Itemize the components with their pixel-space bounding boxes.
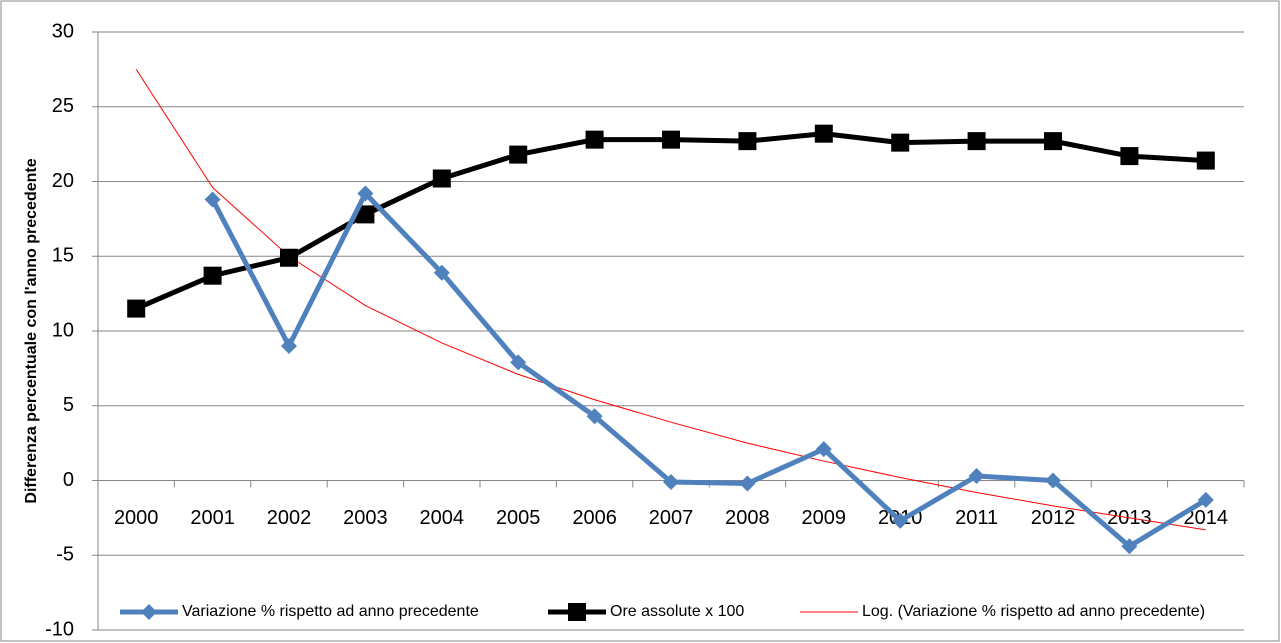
x-tick-label: 2002 xyxy=(267,507,312,529)
point xyxy=(1197,491,1214,508)
point xyxy=(357,185,374,202)
y-tick-label: 25 xyxy=(52,95,74,117)
point xyxy=(280,248,298,267)
point xyxy=(281,337,297,354)
point xyxy=(967,132,986,151)
x-tick-label: 2005 xyxy=(496,507,541,529)
point xyxy=(585,130,604,149)
x-tick-label: 2006 xyxy=(572,507,617,529)
x-tick-label: 2000 xyxy=(114,507,159,529)
series-line xyxy=(210,190,1208,549)
legend-label: Log. (Variazione % rispetto ad anno prec… xyxy=(862,603,1205,620)
point xyxy=(510,354,527,371)
x-tick-label: 2001 xyxy=(190,507,235,529)
y-tick-label: 15 xyxy=(52,245,74,267)
x-tick-label: 2012 xyxy=(1031,507,1076,529)
y-tick-label: 30 xyxy=(52,20,74,42)
point xyxy=(432,169,451,188)
series-line xyxy=(135,69,1206,531)
y-axis-title: Differenza percentuale con l'anno preced… xyxy=(23,158,40,503)
point xyxy=(356,205,375,224)
point xyxy=(127,299,146,318)
x-tick-label: 2014 xyxy=(1184,507,1229,529)
y-tick-label: -10 xyxy=(45,618,74,640)
x-tick-label: 2008 xyxy=(725,507,770,529)
point xyxy=(815,441,832,458)
x-tick-label: 2011 xyxy=(955,507,998,529)
x-tick-label: 2009 xyxy=(802,507,847,529)
legend-label: Ore assolute x 100 xyxy=(610,603,744,620)
point xyxy=(663,473,679,490)
y-tick-label: 20 xyxy=(52,170,74,192)
point xyxy=(739,475,756,492)
point xyxy=(1120,147,1139,166)
legend-label: Variazione % rispetto ad anno precedente xyxy=(182,603,479,620)
point xyxy=(141,604,157,620)
y-tick-label: 5 xyxy=(63,394,74,416)
point xyxy=(892,512,909,529)
x-tick-label: 2007 xyxy=(649,507,694,529)
point xyxy=(1045,472,1061,489)
point xyxy=(433,264,450,281)
x-tick-label: 2003 xyxy=(343,507,388,529)
point xyxy=(204,191,221,208)
x-tick-label: 2004 xyxy=(420,507,465,529)
point xyxy=(891,133,910,152)
point xyxy=(814,124,833,143)
point xyxy=(738,132,757,151)
y-tick-label: 10 xyxy=(52,319,74,341)
point xyxy=(1196,151,1215,170)
y-tick-label: -5 xyxy=(56,544,74,566)
point xyxy=(1121,538,1138,555)
y-tick-label: 0 xyxy=(63,469,74,491)
point xyxy=(509,145,528,164)
point xyxy=(1044,132,1062,151)
point xyxy=(968,468,985,485)
point xyxy=(568,603,586,621)
point xyxy=(203,266,222,285)
point xyxy=(586,408,603,425)
point xyxy=(662,130,680,149)
